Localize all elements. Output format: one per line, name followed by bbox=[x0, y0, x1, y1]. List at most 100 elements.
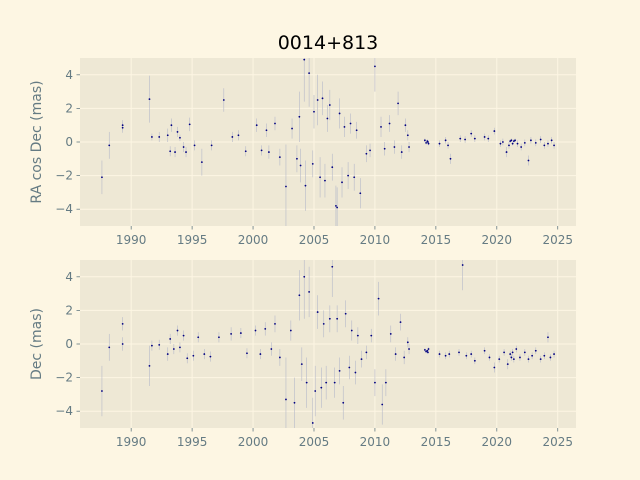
ra-points bbox=[101, 58, 555, 209]
x-tick-label: 2015 bbox=[421, 435, 452, 449]
data-point bbox=[316, 99, 319, 101]
data-point bbox=[169, 338, 172, 340]
data-point bbox=[335, 204, 337, 207]
data-point bbox=[547, 142, 549, 145]
data-point bbox=[350, 329, 353, 332]
x-tick-label: 2010 bbox=[360, 233, 391, 247]
data-point bbox=[121, 124, 124, 127]
data-point bbox=[231, 136, 234, 138]
chart-title: 0014+813 bbox=[278, 32, 379, 54]
data-point bbox=[176, 131, 179, 133]
data-point bbox=[543, 144, 546, 147]
data-point bbox=[359, 192, 362, 195]
data-point bbox=[308, 291, 311, 293]
data-point bbox=[380, 125, 382, 128]
y-tick-label: −2 bbox=[55, 169, 73, 183]
y-tick-label: −4 bbox=[55, 404, 73, 418]
data-point bbox=[399, 321, 402, 324]
data-point bbox=[331, 166, 334, 169]
data-point bbox=[464, 138, 467, 141]
data-point bbox=[508, 144, 510, 147]
data-point bbox=[473, 137, 476, 140]
data-point bbox=[244, 150, 247, 153]
data-point bbox=[246, 352, 248, 355]
data-point bbox=[543, 354, 546, 357]
data-point bbox=[170, 124, 173, 127]
data-point bbox=[547, 336, 549, 339]
dec-x-ticks: 1990 1995 2000 2005 2010 2015 2020 2025 bbox=[116, 428, 573, 449]
x-tick-label: 1995 bbox=[177, 233, 208, 247]
x-tick-label: 1990 bbox=[116, 435, 147, 449]
x-tick-label: 2020 bbox=[482, 233, 513, 247]
data-point bbox=[397, 102, 399, 105]
data-point bbox=[311, 422, 314, 424]
ra-ylabel: RA cos Dec (mas) bbox=[29, 80, 45, 203]
data-point bbox=[267, 151, 270, 153]
data-point bbox=[197, 336, 200, 339]
data-point bbox=[289, 329, 292, 332]
dec-panel: −4 −2 0 2 4 1990 1995 2000 2005 2010 2015 2020 2025… bbox=[29, 260, 576, 449]
data-point bbox=[101, 390, 103, 392]
data-point bbox=[186, 357, 189, 360]
data-point bbox=[423, 139, 426, 142]
data-point bbox=[298, 115, 301, 118]
data-point bbox=[534, 349, 537, 352]
data-point bbox=[347, 174, 350, 177]
y-tick-label: 0 bbox=[65, 337, 73, 351]
data-point bbox=[539, 358, 542, 361]
data-point bbox=[259, 353, 262, 355]
data-point bbox=[209, 355, 212, 358]
data-point bbox=[299, 164, 302, 167]
data-point bbox=[303, 58, 306, 61]
data-point bbox=[336, 206, 339, 209]
data-point bbox=[427, 141, 429, 143]
x-tick-label: 2005 bbox=[299, 233, 330, 247]
data-point bbox=[176, 329, 179, 332]
data-point bbox=[179, 136, 181, 139]
data-point bbox=[336, 317, 339, 320]
data-point bbox=[278, 156, 281, 159]
data-point bbox=[278, 356, 281, 359]
data-point bbox=[151, 136, 153, 138]
data-point bbox=[426, 349, 429, 352]
data-point bbox=[182, 146, 185, 148]
data-point bbox=[158, 136, 161, 138]
data-point bbox=[470, 353, 473, 355]
data-point bbox=[516, 142, 519, 145]
data-point bbox=[549, 356, 552, 359]
data-point bbox=[459, 137, 462, 140]
data-point bbox=[520, 146, 523, 148]
x-tick-label: 2025 bbox=[542, 233, 573, 247]
data-point bbox=[285, 398, 287, 401]
data-point bbox=[374, 65, 376, 68]
data-point bbox=[384, 381, 387, 384]
data-point bbox=[166, 353, 169, 355]
data-point bbox=[174, 151, 176, 153]
data-point bbox=[458, 351, 460, 354]
x-tick-label: 2010 bbox=[360, 435, 391, 449]
data-point bbox=[108, 144, 111, 147]
data-point bbox=[338, 369, 341, 372]
data-point bbox=[487, 137, 490, 140]
data-point bbox=[254, 329, 257, 332]
y-tick-label: −2 bbox=[55, 371, 73, 385]
x-tick-label: 1995 bbox=[177, 435, 208, 449]
data-point bbox=[200, 161, 203, 164]
data-point bbox=[158, 343, 161, 346]
data-point bbox=[210, 144, 213, 147]
data-point bbox=[303, 275, 306, 278]
data-point bbox=[444, 354, 447, 357]
data-point bbox=[510, 139, 513, 142]
data-point bbox=[355, 129, 358, 132]
data-point bbox=[230, 333, 233, 335]
data-point bbox=[121, 126, 124, 129]
y-tick-label: 2 bbox=[65, 101, 73, 115]
y-tick-label: 0 bbox=[65, 135, 73, 149]
data-point bbox=[313, 110, 315, 113]
x-tick-label: 2025 bbox=[542, 435, 573, 449]
data-point bbox=[447, 144, 449, 147]
x-tick-label: 2000 bbox=[238, 233, 269, 247]
data-point bbox=[511, 351, 514, 354]
data-point bbox=[534, 141, 537, 144]
data-point bbox=[473, 359, 476, 362]
